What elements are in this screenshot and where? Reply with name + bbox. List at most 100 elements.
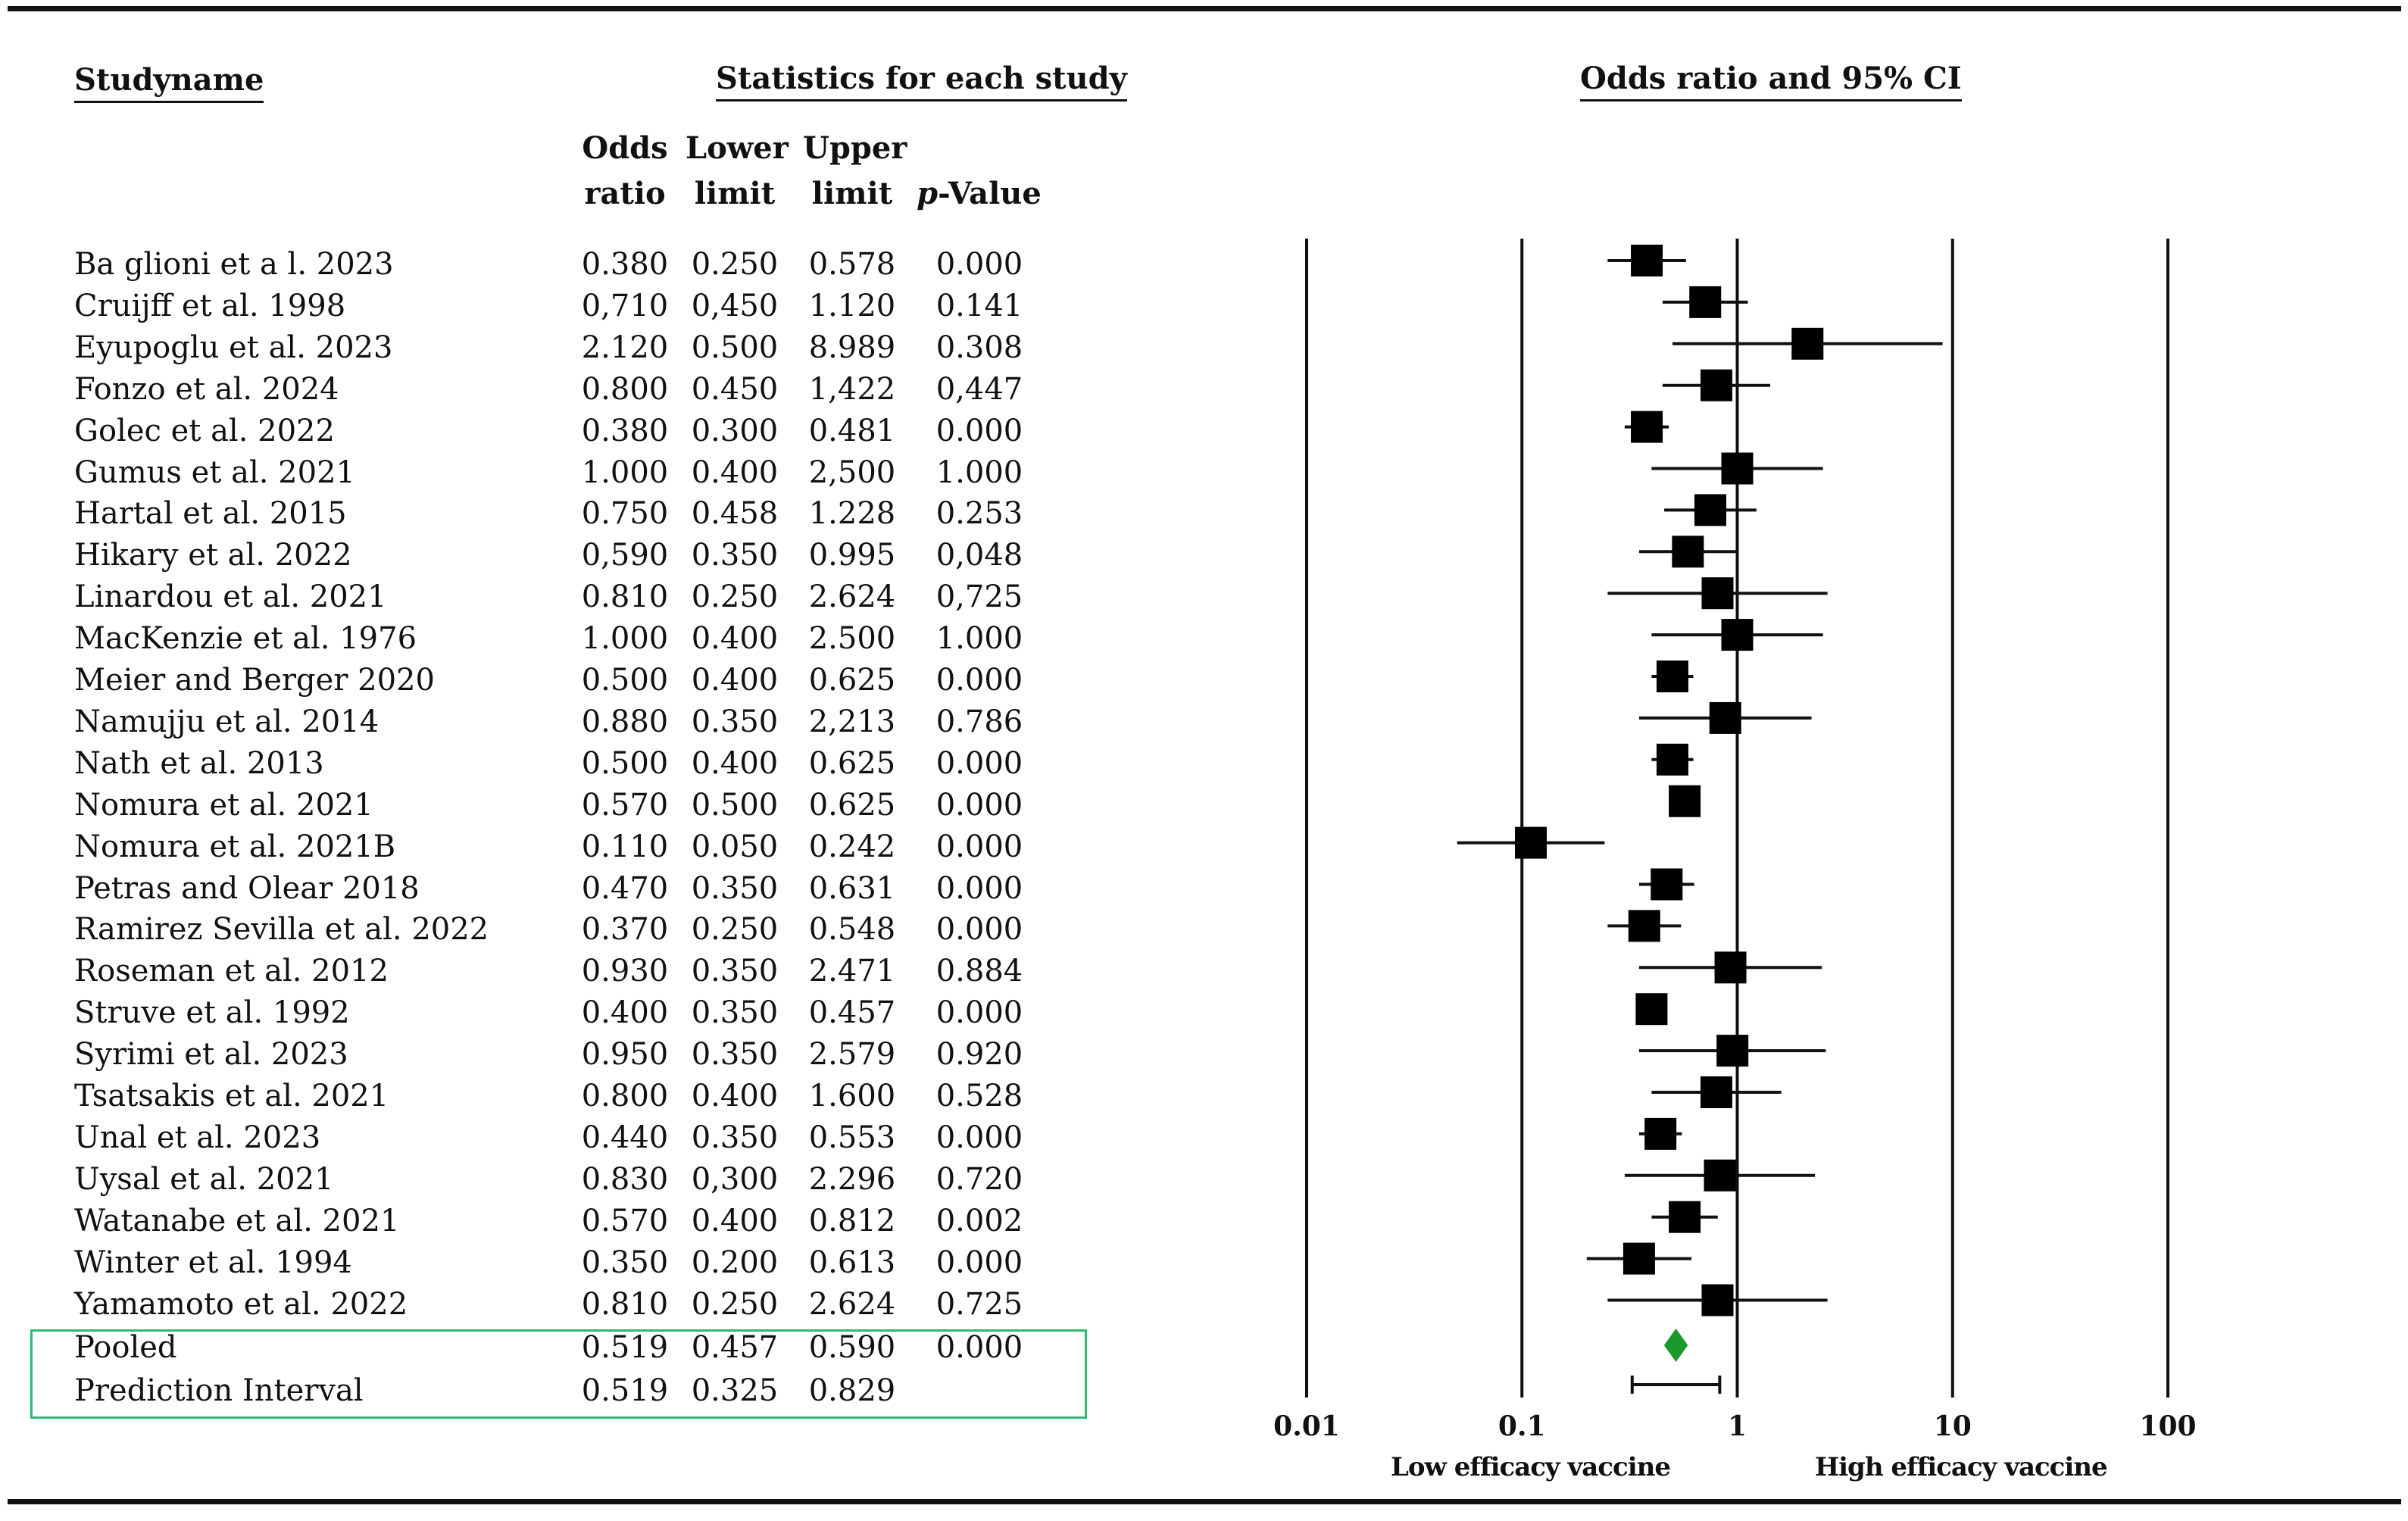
point-marker-9 xyxy=(1701,577,1734,610)
row-3-study-name: Eyupoglu et al. 2023 xyxy=(74,329,393,365)
point-marker-15 xyxy=(1515,826,1548,859)
row-10-study-name: MacKenzie et al. 1976 xyxy=(74,621,417,657)
row-4-lower-value: 0.450 xyxy=(691,371,779,407)
row-21-lower-value: 0.400 xyxy=(691,1079,779,1113)
point-marker-6 xyxy=(1721,452,1754,485)
row-20-or-value: 0.950 xyxy=(581,1037,669,1073)
point-marker-7 xyxy=(1694,494,1726,526)
prediction-row-lower-value: 0.325 xyxy=(691,1373,779,1408)
pooled-row-lower-value: 0.457 xyxy=(691,1330,779,1365)
pooled-row-study-name: Pooled xyxy=(74,1330,177,1365)
row-16-p-value: 0.000 xyxy=(935,870,1023,906)
x-tick-label-0.1: 0.1 xyxy=(1498,1410,1546,1442)
row-23-p-value: 0.720 xyxy=(935,1161,1023,1197)
row-8-study-name: Hikary et al. 2022 xyxy=(74,538,352,573)
row-19-upper-value: 0.457 xyxy=(808,995,896,1031)
point-marker-21 xyxy=(1700,1076,1732,1108)
row-7-study-name: Hartal et al. 2015 xyxy=(74,496,347,532)
row-21-or-value: 0.800 xyxy=(581,1079,669,1113)
point-marker-1 xyxy=(1631,245,1663,276)
row-22-p-value: 0.000 xyxy=(935,1120,1023,1155)
point-marker-12 xyxy=(1709,701,1741,734)
row-13-p-value: 0.000 xyxy=(935,745,1023,781)
row-7-p-value: 0.253 xyxy=(935,496,1023,532)
pooled-row-or-value: 0.519 xyxy=(581,1330,669,1365)
lower-limit-header: Lower limit xyxy=(686,126,789,217)
upper-limit-header-line2: limit xyxy=(811,176,893,211)
right-direction-label: High efficacy vaccine xyxy=(1815,1452,2107,1482)
row-17-study-name: Ramirez Sevilla et al. 2022 xyxy=(74,912,489,948)
point-marker-19 xyxy=(1635,993,1668,1026)
row-25-study-name: Winter et al. 1994 xyxy=(74,1245,352,1280)
row-11-upper-value: 0.625 xyxy=(808,663,896,698)
row-9-study-name: Linardou et al. 2021 xyxy=(74,579,387,615)
point-marker-2 xyxy=(1689,286,1722,318)
row-8-lower-value: 0.350 xyxy=(691,538,779,573)
row-1-upper-value: 0.578 xyxy=(808,247,896,282)
row-17-p-value: 0.000 xyxy=(935,912,1023,948)
row-12-p-value: 0.786 xyxy=(935,704,1023,739)
row-9-lower-value: 0.250 xyxy=(691,579,779,615)
row-14-lower-value: 0.500 xyxy=(691,787,779,823)
row-22-upper-value: 0.553 xyxy=(808,1120,896,1155)
row-21-p-value: 0.528 xyxy=(935,1079,1023,1113)
row-11-p-value: 0.000 xyxy=(935,663,1023,698)
row-11-study-name: Meier and Berger 2020 xyxy=(74,663,435,698)
row-22-or-value: 0.440 xyxy=(581,1120,669,1155)
row-3-upper-value: 8.989 xyxy=(808,329,896,365)
upper-limit-header-line1: Upper xyxy=(803,130,907,166)
row-14-p-value: 0.000 xyxy=(935,787,1023,823)
row-17-upper-value: 0.548 xyxy=(808,912,896,948)
left-direction-label: Low efficacy vaccine xyxy=(1391,1452,1670,1482)
row-26-p-value: 0.725 xyxy=(935,1286,1023,1322)
point-marker-10 xyxy=(1721,619,1754,651)
row-26-upper-value: 2.624 xyxy=(808,1286,896,1322)
row-7-or-value: 0.750 xyxy=(581,496,669,532)
row-13-or-value: 0.500 xyxy=(581,745,669,781)
row-7-lower-value: 0.458 xyxy=(691,496,779,532)
row-5-upper-value: 0.481 xyxy=(808,413,896,448)
row-4-or-value: 0.800 xyxy=(581,371,669,407)
row-20-upper-value: 2.579 xyxy=(808,1037,896,1073)
row-13-lower-value: 0.400 xyxy=(691,745,779,781)
row-24-study-name: Watanabe et al. 2021 xyxy=(74,1203,400,1238)
row-11-lower-value: 0.400 xyxy=(691,663,779,698)
prediction-row-or-value: 0.519 xyxy=(581,1373,669,1408)
row-5-p-value: 0.000 xyxy=(935,413,1023,448)
row-15-p-value: 0.000 xyxy=(935,829,1023,864)
row-20-study-name: Syrimi et al. 2023 xyxy=(74,1037,348,1073)
row-23-study-name: Uysal et al. 2021 xyxy=(74,1161,334,1197)
row-12-lower-value: 0.350 xyxy=(691,704,779,739)
point-marker-11 xyxy=(1656,661,1688,692)
row-20-lower-value: 0.350 xyxy=(691,1037,779,1073)
row-22-lower-value: 0.350 xyxy=(691,1120,779,1155)
pooled-diamond xyxy=(1663,1329,1688,1362)
row-6-lower-value: 0.400 xyxy=(691,454,779,490)
row-4-study-name: Fonzo et al. 2024 xyxy=(74,371,339,407)
row-15-lower-value: 0.050 xyxy=(691,829,779,864)
row-12-or-value: 0.880 xyxy=(581,704,669,739)
odds-ratio-header-line1: Odds xyxy=(582,130,668,166)
stats-header: Statistics for each study xyxy=(716,61,1127,102)
summary-box xyxy=(30,1329,1087,1419)
row-25-lower-value: 0.200 xyxy=(691,1245,779,1280)
row-5-lower-value: 0.300 xyxy=(691,413,779,448)
row-18-or-value: 0.930 xyxy=(581,954,669,989)
row-13-study-name: Nath et al. 2013 xyxy=(74,745,324,781)
row-26-or-value: 0.810 xyxy=(581,1286,669,1322)
row-2-upper-value: 1.120 xyxy=(808,288,896,323)
row-1-p-value: 0.000 xyxy=(935,247,1023,282)
row-16-lower-value: 0.350 xyxy=(691,870,779,906)
lower-limit-header-line2: limit xyxy=(694,176,776,211)
row-8-p-value: 0,048 xyxy=(935,538,1023,573)
row-14-or-value: 0.570 xyxy=(581,787,669,823)
row-15-or-value: 0.110 xyxy=(581,829,669,864)
point-marker-24 xyxy=(1669,1201,1701,1233)
row-10-lower-value: 0.400 xyxy=(691,621,779,657)
p-value-header-suffix: -Value xyxy=(938,176,1042,211)
pooled-row-p-value: 0.000 xyxy=(935,1330,1023,1365)
row-19-or-value: 0.400 xyxy=(581,995,669,1031)
point-marker-23 xyxy=(1704,1159,1736,1192)
